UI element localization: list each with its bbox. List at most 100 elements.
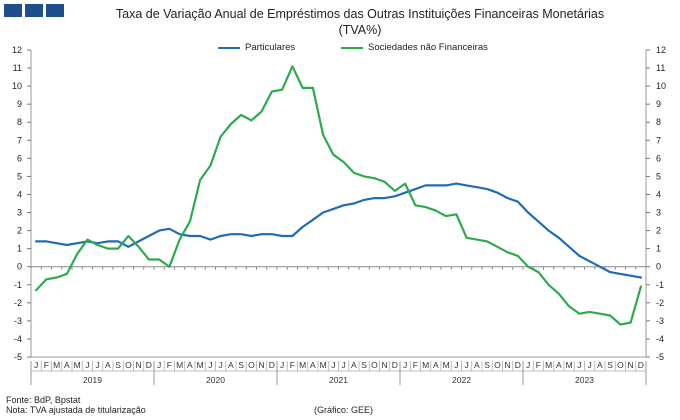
month-label: D <box>638 360 644 370</box>
y-tick-label-right: -5 <box>656 352 664 362</box>
y-tick-label-right: 6 <box>656 153 661 163</box>
month-label: A <box>105 360 111 370</box>
y-tick-label-left: 6 <box>17 153 22 163</box>
y-tick-label-right: 9 <box>656 99 661 109</box>
month-label: J <box>280 360 284 370</box>
month-label: S <box>361 360 367 370</box>
month-label: M <box>197 360 204 370</box>
month-label: M <box>443 360 450 370</box>
year-label: 2021 <box>329 375 348 385</box>
month-label: J <box>157 360 161 370</box>
month-label: O <box>371 360 378 370</box>
month-label: J <box>208 360 212 370</box>
y-tick-label-right: 11 <box>656 63 665 73</box>
month-label: J <box>342 360 346 370</box>
y-tick-label-right: 8 <box>656 117 661 127</box>
month-label: S <box>607 360 613 370</box>
y-tick-label-right: 4 <box>656 189 661 199</box>
y-tick-label-left: 3 <box>17 208 22 218</box>
footer-credit: (Gráfico: GEE) <box>314 405 374 415</box>
month-label: J <box>526 360 530 370</box>
month-label: J <box>331 360 335 370</box>
month-label: D <box>392 360 398 370</box>
y-tick-label-left: 5 <box>17 171 22 181</box>
month-label: J <box>403 360 407 370</box>
month-label: N <box>136 360 142 370</box>
y-tick-label-right: -1 <box>656 280 664 290</box>
month-label: D <box>269 360 275 370</box>
y-tick-label-left: -2 <box>14 298 22 308</box>
y-tick-label-left: -4 <box>14 334 22 344</box>
month-label: F <box>413 360 418 370</box>
y-tick-label-left: 0 <box>17 262 22 272</box>
month-label: M <box>74 360 81 370</box>
month-label: M <box>299 360 306 370</box>
y-tick-label-left: 1 <box>17 244 22 254</box>
month-label: D <box>515 360 521 370</box>
month-label: N <box>382 360 388 370</box>
month-label: O <box>125 360 132 370</box>
y-tick-label-left: 8 <box>17 117 22 127</box>
month-label: M <box>422 360 429 370</box>
month-label: A <box>597 360 603 370</box>
month-label: S <box>115 360 121 370</box>
month-label: F <box>290 360 295 370</box>
month-label: N <box>505 360 511 370</box>
month-label: J <box>85 360 89 370</box>
y-tick-label-right: -4 <box>656 334 664 344</box>
y-tick-label-right: 0 <box>656 262 661 272</box>
y-tick-label-right: 2 <box>656 226 661 236</box>
month-label: M <box>545 360 552 370</box>
year-label: 2023 <box>575 375 594 385</box>
y-tick-label-left: 2 <box>17 226 22 236</box>
y-tick-label-right: 3 <box>656 208 661 218</box>
month-label: J <box>34 360 38 370</box>
y-tick-label-right: -2 <box>656 298 664 308</box>
month-label: N <box>628 360 634 370</box>
chart-title-line2: (TVA%) <box>338 23 382 37</box>
y-tick-label-left: -3 <box>14 316 22 326</box>
year-label: 2020 <box>206 375 225 385</box>
y-tick-label-left: 9 <box>17 99 22 109</box>
y-tick-label-right: 12 <box>656 45 666 55</box>
month-label: D <box>146 360 152 370</box>
footer-note: Nota: TVA ajustada de titularização <box>6 405 146 415</box>
y-tick-label-left: 11 <box>13 63 22 73</box>
chart-title-line1: Taxa de Variação Anual de Empréstimos da… <box>115 7 605 21</box>
month-label: A <box>556 360 562 370</box>
series-line-particulares <box>34 182 643 279</box>
month-label: F <box>167 360 172 370</box>
month-label: J <box>96 360 100 370</box>
legend-label-sociedades: Sociedades não Financeiras <box>368 42 488 53</box>
month-label: O <box>494 360 501 370</box>
month-label: J <box>465 360 469 370</box>
legend-item-particulares: Particulares <box>218 42 295 53</box>
year-label: 2019 <box>83 375 102 385</box>
y-tick-label-left: 12 <box>12 45 22 55</box>
month-label: M <box>566 360 573 370</box>
month-label: A <box>474 360 480 370</box>
legend-item-sociedades: Sociedades não Financeiras <box>341 42 488 53</box>
footer-notes: Fonte: BdP, Bpstat Nota: TVA ajustada de… <box>6 395 146 415</box>
y-tick-label-right: -3 <box>656 316 664 326</box>
legend-swatch-particulares <box>218 46 240 49</box>
month-label: A <box>64 360 70 370</box>
month-label: M <box>176 360 183 370</box>
month-label: A <box>310 360 316 370</box>
month-label: F <box>44 360 49 370</box>
series-line-sociedades <box>34 65 643 326</box>
month-label: J <box>588 360 592 370</box>
y-tick-label-right: 5 <box>656 171 661 181</box>
year-label: 2022 <box>452 375 471 385</box>
month-label: S <box>238 360 244 370</box>
month-label: J <box>219 360 223 370</box>
month-label: J <box>454 360 458 370</box>
y-tick-label-left: -1 <box>14 280 22 290</box>
y-tick-label-left: 7 <box>17 135 22 145</box>
month-label: O <box>617 360 624 370</box>
y-tick-label-right: 7 <box>656 135 661 145</box>
month-label: M <box>53 360 60 370</box>
y-tick-label-right: 10 <box>656 81 666 91</box>
chart-title: Taxa de Variação Anual de Empréstimos da… <box>60 6 660 38</box>
